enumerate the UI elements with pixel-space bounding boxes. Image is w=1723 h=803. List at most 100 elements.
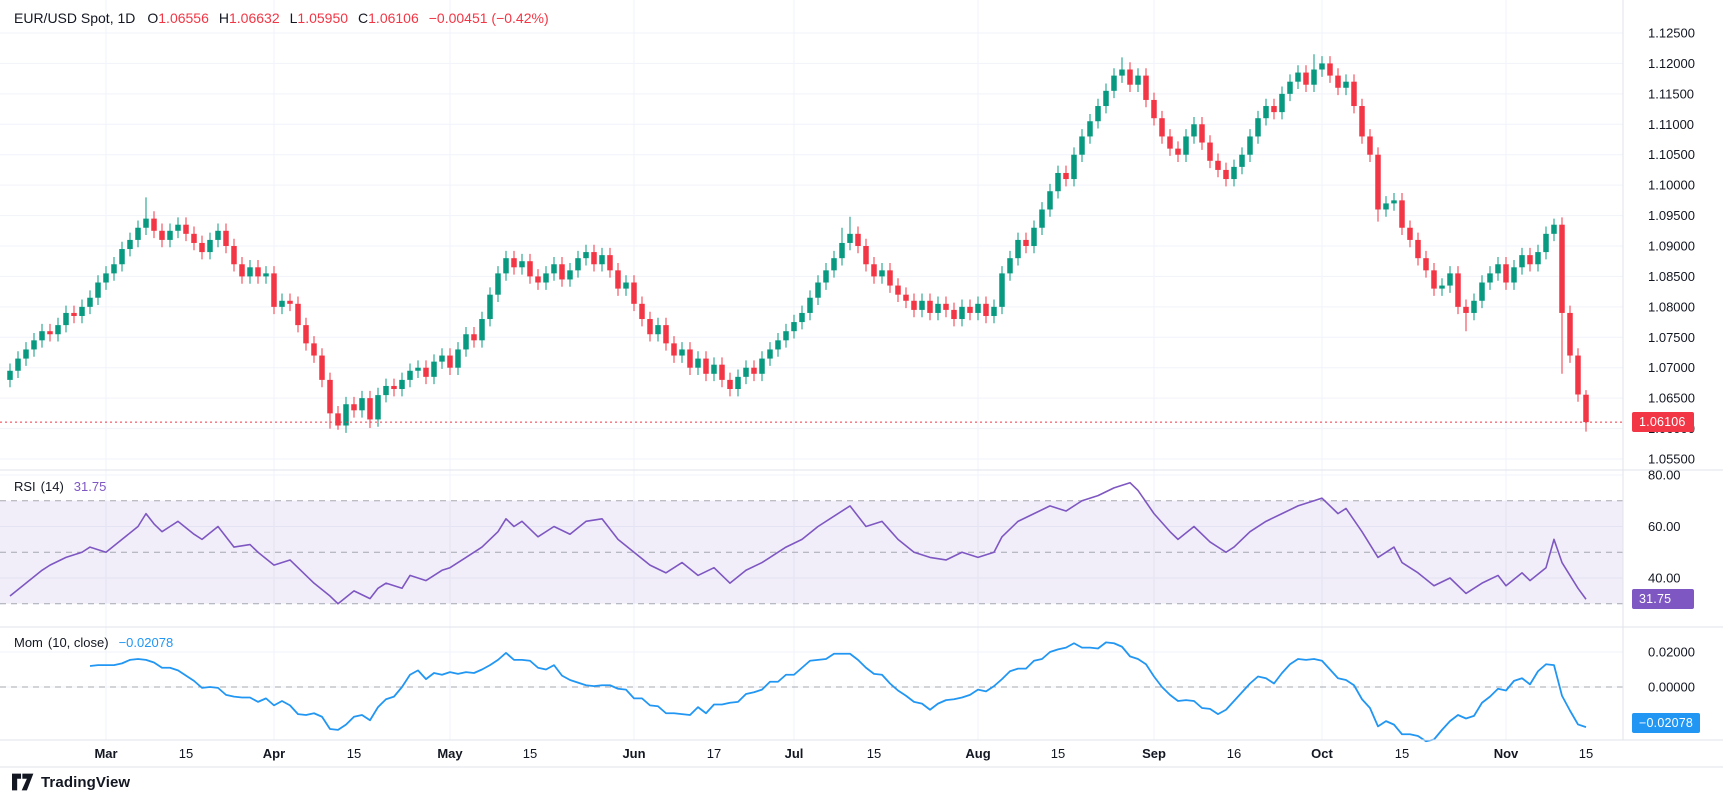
candle-body: [615, 270, 621, 289]
candle-body: [1407, 227, 1413, 240]
momentum-title[interactable]: Mom: [14, 635, 43, 650]
momentum-legend: Mom (10, close) −0.02078: [14, 635, 173, 650]
candle-body: [1007, 258, 1013, 274]
rsi-title[interactable]: RSI: [14, 479, 36, 494]
candle-body: [447, 355, 453, 368]
candle-body: [431, 361, 437, 377]
candle-body: [479, 319, 485, 341]
candle-body: [263, 273, 269, 277]
rsi-line: [9, 481, 1587, 605]
candle-body: [647, 319, 653, 335]
candle-body: [1207, 142, 1213, 161]
time-scale[interactable]: [0, 740, 1723, 768]
candle-body: [95, 282, 101, 298]
candle-body: [303, 325, 309, 344]
candle-body: [911, 300, 917, 310]
candle-body: [1311, 69, 1317, 85]
candle-body: [543, 273, 549, 283]
candle-body: [1271, 106, 1277, 113]
high-label: H: [218, 10, 229, 26]
price-tick-label: 1.08000: [1648, 299, 1695, 314]
candle-body: [15, 358, 21, 371]
price-scale[interactable]: [1623, 0, 1723, 740]
candle-body: [559, 264, 565, 280]
candle-body: [87, 297, 93, 307]
candle-body: [999, 273, 1005, 307]
candle-body: [839, 242, 845, 259]
candle-body: [1543, 233, 1549, 253]
candle-body: [127, 239, 133, 250]
candle-body: [1399, 200, 1405, 228]
candle-body: [1559, 224, 1565, 313]
candle-body: [1415, 239, 1421, 259]
candle-body: [191, 233, 197, 243]
candle-body: [143, 218, 149, 228]
candle-body: [383, 385, 389, 396]
candle-body: [1183, 136, 1189, 155]
candle-body: [151, 218, 157, 231]
time-tick-label: 17: [707, 746, 721, 761]
candle-body: [799, 312, 805, 323]
candle-body: [1367, 136, 1373, 155]
candle-body: [511, 258, 517, 268]
candle-body: [1327, 63, 1333, 76]
candle-body: [1551, 224, 1557, 234]
rsi-pane[interactable]: [0, 470, 1623, 627]
candle-body: [831, 258, 837, 271]
candle-body: [1487, 273, 1493, 283]
rsi-params: (14): [40, 479, 64, 494]
time-tick-label: Jun: [622, 746, 645, 761]
rsi-value: 31.75: [73, 479, 107, 494]
candle-body: [583, 252, 589, 259]
candle-body: [207, 239, 213, 253]
candle-body: [311, 343, 317, 356]
candle-body: [567, 270, 573, 280]
candle-body: [959, 306, 965, 320]
candle-body: [39, 331, 45, 341]
time-tick-label: Mar: [94, 746, 117, 761]
ohlc-high: H1.06632: [219, 10, 280, 26]
candle-body: [727, 379, 733, 390]
time-tick-label: Nov: [1494, 746, 1519, 761]
candle-body: [1575, 355, 1581, 395]
momentum-pane[interactable]: [0, 627, 1623, 740]
price-pane[interactable]: [0, 0, 1623, 470]
candle-body: [1031, 227, 1037, 246]
open-value: 1.06556: [158, 10, 209, 26]
candle-body: [1223, 169, 1229, 180]
price-tick-label: 1.05500: [1648, 452, 1695, 467]
rsi-tick-label: 60.00: [1648, 519, 1681, 534]
candle-body: [735, 376, 741, 390]
candle-body: [279, 300, 285, 307]
candle-body: [1439, 285, 1445, 289]
momentum-line: [89, 641, 1587, 743]
time-tick-label: 15: [867, 746, 881, 761]
candle-body: [943, 303, 949, 310]
candle-body: [631, 282, 637, 304]
rsi-legend: RSI (14) 31.75: [14, 479, 106, 494]
candle-body: [1175, 148, 1181, 155]
candle-body: [1423, 258, 1429, 271]
candle-body: [1343, 81, 1349, 88]
candle-body: [1151, 99, 1157, 119]
momentum-value: −0.02078: [118, 635, 174, 650]
symbol-title[interactable]: EUR/USD Spot, 1D: [14, 10, 136, 26]
tradingview-logo[interactable]: TradingView: [12, 772, 130, 792]
candle-body: [1511, 267, 1517, 283]
candle-body: [79, 306, 85, 316]
time-tick-label: 15: [1051, 746, 1065, 761]
candle-body: [1063, 172, 1069, 180]
candle-body: [575, 258, 581, 271]
candle-body: [271, 273, 277, 307]
candle-body: [1127, 69, 1133, 85]
candle-body: [1447, 273, 1453, 286]
candle-body: [743, 367, 749, 377]
time-tick-label: Aug: [965, 746, 990, 761]
momentum-value-badge: −0.02078: [1632, 713, 1701, 734]
candle-body: [231, 246, 237, 265]
candlestick-series: [7, 54, 1589, 433]
candle-body: [783, 331, 789, 341]
candle-body: [671, 343, 677, 356]
candle-body: [535, 276, 541, 283]
